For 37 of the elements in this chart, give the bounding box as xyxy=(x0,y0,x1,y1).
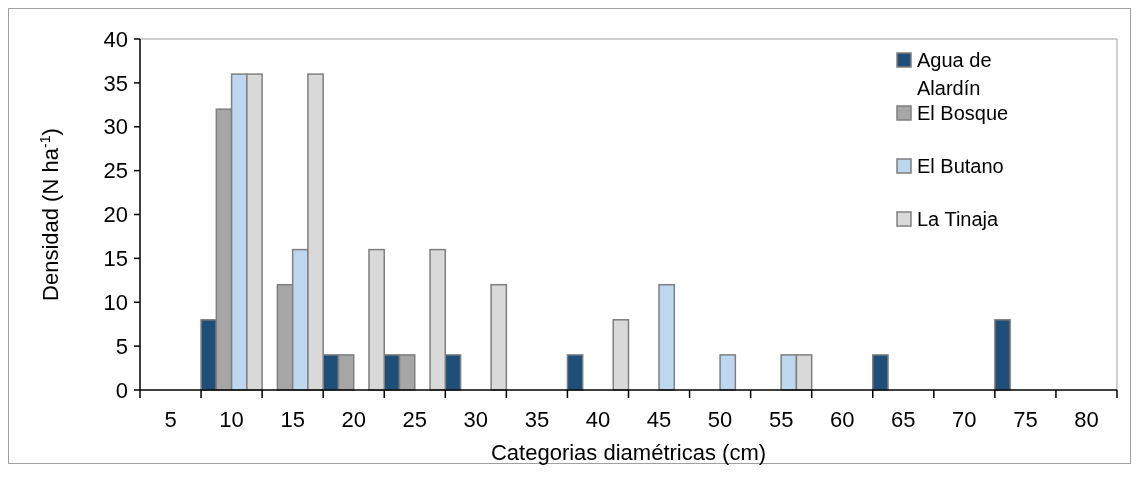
legend-label: Agua de Alardín xyxy=(917,49,992,99)
x-tick-label: 30 xyxy=(463,407,489,432)
x-tick-label: 10 xyxy=(219,407,244,432)
x-tick-label: 70 xyxy=(952,407,977,432)
bar xyxy=(872,354,889,391)
x-tick-label: 75 xyxy=(1013,407,1038,432)
legend-label: La Tinaja xyxy=(917,208,1000,230)
x-tick-label: 20 xyxy=(341,407,366,432)
bar xyxy=(612,319,630,391)
y-tick-label: 25 xyxy=(103,158,128,184)
x-tick-label: 35 xyxy=(524,407,550,432)
x-tick-label: 5 xyxy=(164,407,177,432)
x-axis-title: Categorias diamétricas (cm) xyxy=(490,440,767,465)
x-tick-label: 40 xyxy=(585,407,611,432)
y-tick-label: 40 xyxy=(103,26,128,52)
y-tick-label: 20 xyxy=(103,202,128,228)
x-tick-label: 50 xyxy=(707,407,733,432)
bar xyxy=(658,283,676,391)
y-tick-label: 35 xyxy=(103,70,128,96)
y-tick-label: 5 xyxy=(115,333,128,359)
legend-label: El Bosque xyxy=(917,102,1009,124)
x-tick-label: 25 xyxy=(402,407,428,432)
y-tick-label: 15 xyxy=(103,246,128,272)
legend-label: El Butano xyxy=(917,155,1004,177)
y-tick-label: 0 xyxy=(115,377,128,403)
x-tick-label: 45 xyxy=(646,407,672,432)
bar xyxy=(719,354,737,391)
bar xyxy=(490,283,508,391)
bar xyxy=(994,319,1011,391)
y-tick-label: 30 xyxy=(103,114,128,140)
y-tick-label: 10 xyxy=(103,289,128,315)
x-tick-label: 55 xyxy=(768,407,794,432)
x-tick-label: 15 xyxy=(280,407,305,432)
x-tick-label: 65 xyxy=(891,407,916,432)
x-tick-label: 60 xyxy=(829,407,855,432)
bar xyxy=(566,354,584,391)
x-tick-label: 80 xyxy=(1074,407,1099,432)
